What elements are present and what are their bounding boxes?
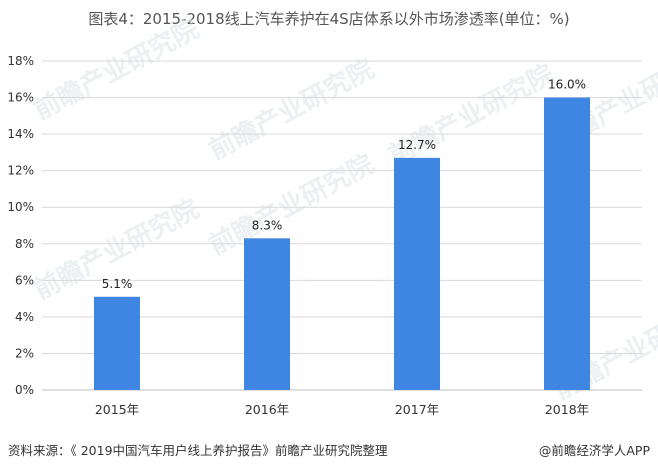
bar (544, 97, 590, 391)
data-label: 12.7% (398, 138, 436, 152)
y-tick-label: 8% (15, 237, 34, 251)
y-tick-label: 0% (15, 383, 34, 397)
y-tick-label: 4% (15, 310, 34, 324)
y-tick-label: 6% (15, 273, 34, 287)
y-axis-ticks: 0% 2% 4% 6% 8% 10% 12% 14% 16% 18% (7, 54, 34, 397)
data-label: 16.0% (548, 78, 586, 92)
gridlines (42, 60, 642, 391)
y-tick-label: 2% (15, 346, 34, 360)
x-tick-label: 2015年 (95, 402, 139, 417)
data-labels: 5.1% 8.3% 12.7% 16.0% (102, 78, 586, 291)
x-axis-ticks: 2015年 2016年 2017年 2018年 (95, 402, 589, 417)
bars (94, 97, 590, 391)
x-tick-label: 2017年 (395, 402, 439, 417)
brand-credit: @前瞻经济学人APP (538, 443, 650, 458)
x-tick-label: 2018年 (545, 402, 589, 417)
data-label: 8.3% (252, 218, 283, 232)
watermark-text: 前瞻产业研究院 (29, 13, 204, 126)
y-tick-label: 10% (7, 200, 34, 214)
chart-title: 图表4：2015-2018线上汽车养护在4S店体系以外市场渗透率(单位：%) (88, 10, 570, 28)
y-tick-label: 18% (7, 54, 34, 68)
data-label: 5.1% (102, 277, 133, 291)
bar (94, 296, 140, 390)
x-tick-label: 2016年 (245, 402, 289, 417)
source-note: 资料来源：《 2019中国汽车用户线上养护报告》前瞻产业研究院整理 (8, 443, 388, 458)
y-tick-label: 12% (7, 164, 34, 178)
watermark-text: 前瞻产业研究院 (204, 53, 379, 166)
bar (394, 157, 440, 390)
watermark-text: 前瞻产业研究院 (384, 58, 559, 171)
bar (244, 238, 290, 390)
y-tick-label: 14% (7, 127, 34, 141)
y-tick-label: 16% (7, 91, 34, 105)
